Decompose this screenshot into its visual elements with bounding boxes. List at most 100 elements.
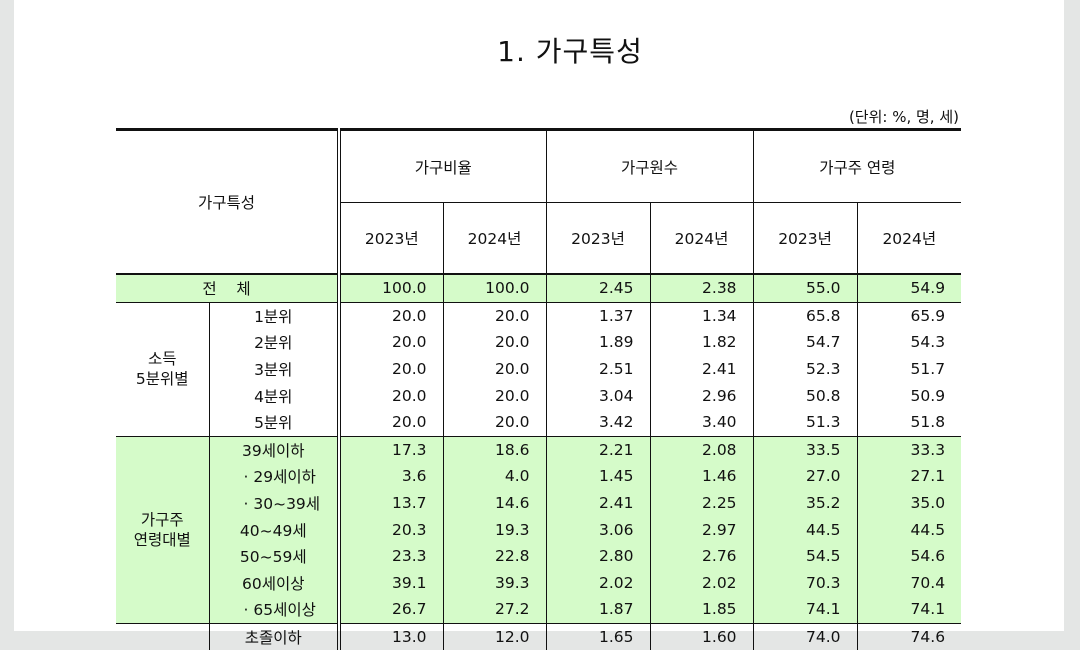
cell-value: 74.0: [752, 623, 858, 650]
cell-value: 19.3: [442, 516, 547, 543]
cell-value: 1.89: [545, 329, 651, 356]
header-group-ratio: 가구비율: [337, 129, 547, 203]
cell-value: 100.0: [442, 274, 547, 303]
category-education: [116, 623, 209, 650]
cell-value: 70.4: [856, 569, 962, 597]
cell-value: 2.25: [649, 489, 754, 517]
table-row: 2분위 20.0 20.0 1.89 1.82 54.7 54.3: [116, 329, 962, 356]
cell-value: 20.0: [442, 355, 547, 383]
cell-value: 74.1: [752, 596, 858, 624]
cell-value: 50.8: [752, 382, 858, 409]
unit-note: (단위: %, 명, 세): [848, 108, 959, 126]
header-year: 2024년: [856, 202, 962, 275]
cell-value: 74.1: [856, 596, 962, 624]
row-label: 2분위: [208, 329, 340, 356]
row-label: 초졸이하: [208, 623, 340, 650]
header-year: 2023년: [545, 202, 651, 275]
cell-value: 3.42: [545, 408, 651, 437]
cell-value: 17.3: [337, 436, 444, 464]
cell-value: 1.65: [545, 623, 651, 650]
cell-value: 55.0: [752, 274, 858, 303]
header-year: 2023년: [337, 202, 444, 275]
row-label: 3분위: [208, 355, 340, 383]
cell-value: 2.80: [545, 542, 651, 570]
row-label: · 29세이하: [208, 463, 340, 490]
cell-value: 2.41: [649, 355, 754, 383]
cell-value: 2.51: [545, 355, 651, 383]
header-year: 2024년: [649, 202, 754, 275]
header-row-label: 가구특성: [116, 129, 340, 275]
cell-value: 2.41: [545, 489, 651, 517]
cell-value: 22.8: [442, 542, 547, 570]
cell-value: 1.60: [649, 623, 754, 650]
table-row: 5분위 20.0 20.0 3.42 3.40 51.3 51.8: [116, 408, 962, 437]
category-label: 연령대별: [133, 530, 191, 549]
cell-value: 2.08: [649, 436, 754, 464]
cell-value: 65.9: [856, 302, 962, 330]
category-label: 소득: [147, 350, 177, 369]
table-row: 50~59세 23.3 22.8 2.80 2.76 54.5 54.6: [116, 542, 962, 570]
cell-value: 2.97: [649, 516, 754, 543]
cell-value: 3.04: [545, 382, 651, 409]
category-age: 가구주 연령대별: [116, 436, 209, 624]
header-group-members: 가구원수: [545, 129, 754, 203]
row-label: · 65세이상: [208, 596, 340, 624]
cell-value: 23.3: [337, 542, 444, 570]
cell-value: 27.0: [752, 463, 858, 490]
row-label: 전 체: [116, 274, 340, 303]
cell-value: 54.6: [856, 542, 962, 570]
cell-value: 33.3: [856, 436, 962, 464]
cell-value: 3.6: [337, 463, 444, 490]
cell-value: 14.6: [442, 489, 547, 517]
header-row-years: 2023년 2024년 2023년 2024년 2023년 2024년: [116, 202, 962, 275]
cell-value: 2.96: [649, 382, 754, 409]
row-label: 40~49세: [208, 516, 340, 543]
cell-value: 1.87: [545, 596, 651, 624]
cell-value: 54.3: [856, 329, 962, 356]
cell-value: 27.1: [856, 463, 962, 490]
row-label: 60세이상: [208, 569, 340, 597]
row-label: 39세이하: [208, 436, 340, 464]
table-row: · 65세이상 26.7 27.2 1.87 1.85 74.1 74.1: [116, 596, 962, 624]
cell-value: 3.40: [649, 408, 754, 437]
table-row-total: 전 체 100.0 100.0 2.45 2.38 55.0 54.9: [116, 274, 962, 303]
table-row: · 30~39세 13.7 14.6 2.41 2.25 35.2 35.0: [116, 489, 962, 517]
cell-value: 20.0: [337, 408, 444, 437]
cell-value: 35.0: [856, 489, 962, 517]
cell-value: 20.0: [337, 355, 444, 383]
header-year: 2024년: [442, 202, 547, 275]
cell-value: 2.76: [649, 542, 754, 570]
row-label: · 30~39세: [208, 489, 340, 517]
row-label: 4분위: [208, 382, 340, 409]
cell-value: 74.6: [856, 623, 962, 650]
cell-value: 13.0: [337, 623, 444, 650]
table-row: 가구주 연령대별 39세이하 17.3 18.6 2.21 2.08 33.5 …: [116, 436, 962, 624]
cell-value: 2.02: [649, 569, 754, 597]
cell-value: 18.6: [442, 436, 547, 464]
cell-value: 65.8: [752, 302, 858, 330]
cell-value: 54.9: [856, 274, 962, 303]
table-row: 4분위 20.0 20.0 3.04 2.96 50.8 50.9: [116, 382, 962, 409]
cell-value: 51.3: [752, 408, 858, 437]
cell-value: 54.5: [752, 542, 858, 570]
table-row: 40~49세 20.3 19.3 3.06 2.97 44.5 44.5: [116, 516, 962, 543]
cell-value: 4.0: [442, 463, 547, 490]
cell-value: 51.8: [856, 408, 962, 437]
cell-value: 26.7: [337, 596, 444, 624]
row-label: 1분위: [208, 302, 340, 330]
cell-value: 1.37: [545, 302, 651, 330]
cell-value: 44.5: [856, 516, 962, 543]
cell-value: 27.2: [442, 596, 547, 624]
cell-value: 39.3: [442, 569, 547, 597]
cell-value: 2.21: [545, 436, 651, 464]
cell-value: 44.5: [752, 516, 858, 543]
cell-value: 20.0: [442, 329, 547, 356]
cell-value: 54.7: [752, 329, 858, 356]
table-row: 소득 5분위별 1분위 20.0 20.0 1.37 1.34 65.8 65.…: [116, 302, 962, 437]
cell-value: 12.0: [442, 623, 547, 650]
cell-value: 39.1: [337, 569, 444, 597]
table-row: 60세이상 39.1 39.3 2.02 2.02 70.3 70.4: [116, 569, 962, 597]
cell-value: 20.0: [442, 408, 547, 437]
cell-value: 70.3: [752, 569, 858, 597]
table-row: 초졸이하 13.0 12.0 1.65 1.60 74.0 74.6: [116, 623, 962, 650]
